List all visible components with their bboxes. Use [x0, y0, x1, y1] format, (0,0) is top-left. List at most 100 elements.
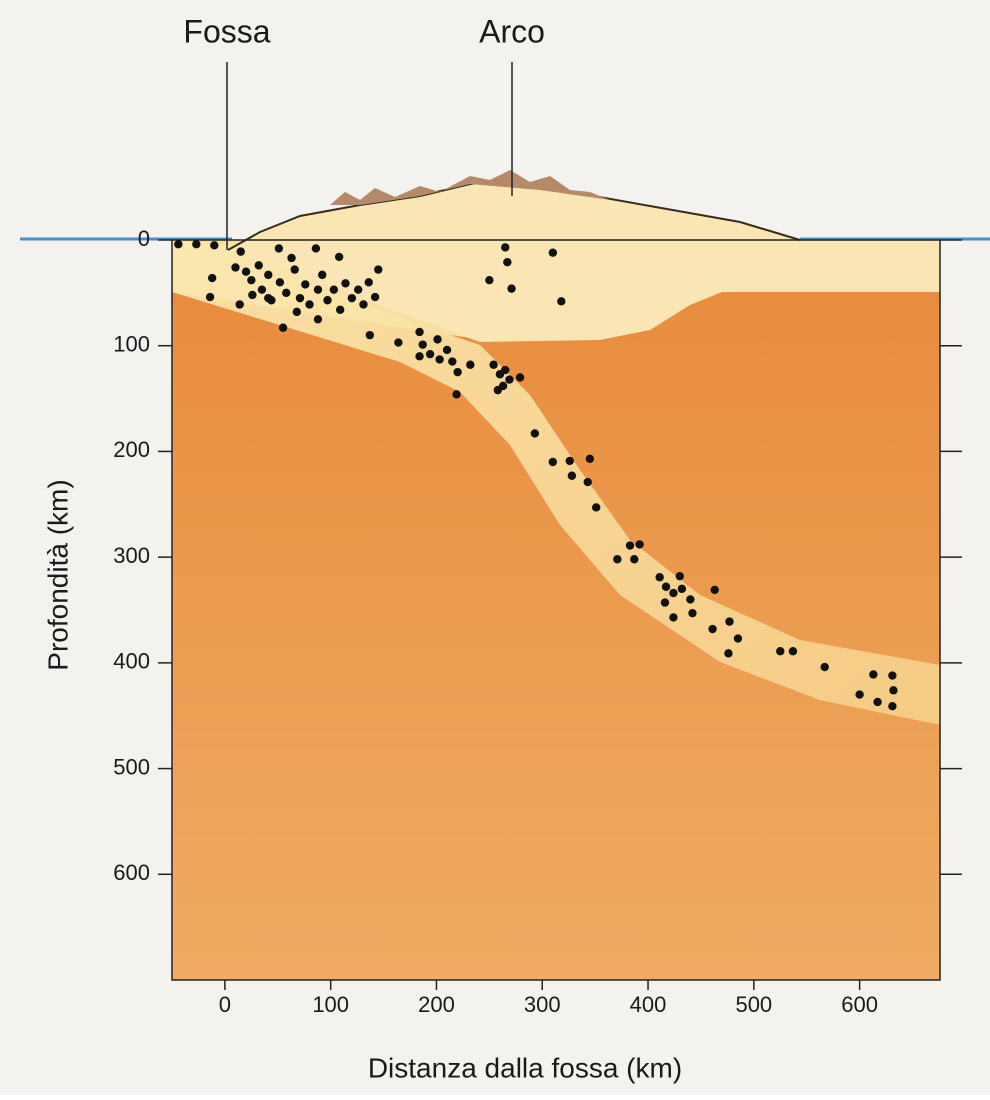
hypocenter [318, 270, 327, 280]
hypocenter [365, 330, 375, 340]
hypocenter [515, 373, 525, 382]
y-tick-label: 200 [113, 437, 150, 462]
x-tick-label: 400 [630, 992, 667, 1017]
hypocenter [264, 293, 273, 303]
hypocenter [565, 456, 574, 466]
hypocenter [231, 263, 240, 272]
hypocenter [301, 280, 310, 289]
hypocenter [776, 647, 785, 656]
mountains [330, 170, 610, 205]
hypocenter [329, 285, 339, 294]
hypocenter [205, 292, 215, 302]
hypocenter [498, 381, 508, 391]
hypocenter [505, 375, 514, 384]
hypocenter [248, 290, 257, 300]
hypocenter [557, 297, 566, 306]
hypocenter [585, 454, 595, 464]
y-tick-label: 300 [113, 543, 150, 568]
hypocenter [311, 244, 321, 253]
hypocenter [889, 686, 898, 695]
x-tick-label: 600 [841, 992, 878, 1017]
hypocenter [489, 360, 498, 369]
hypocenter [418, 340, 427, 349]
hypocenter [334, 252, 344, 262]
hypocenter [435, 355, 444, 364]
hypocenter [677, 584, 687, 594]
hypocenter [688, 608, 697, 618]
hypocenter [275, 278, 285, 287]
hypocenter [247, 275, 256, 285]
hypocenter [347, 293, 357, 303]
hypocenter [192, 240, 201, 249]
hypocenter [394, 338, 403, 347]
hypocenter [733, 634, 743, 643]
hypocenter [655, 573, 664, 582]
hypocenter [888, 671, 897, 680]
hypocenter [274, 244, 284, 253]
hypocenter [359, 300, 368, 309]
hypocenter [210, 241, 219, 250]
hypocenter [507, 284, 516, 293]
y-tick-label: 600 [113, 860, 150, 885]
hypocenter [503, 258, 512, 267]
hypocenter [725, 617, 734, 626]
hypocenter [710, 585, 719, 595]
hypocenter [530, 429, 540, 438]
x-tick-label: 500 [735, 992, 772, 1017]
hypocenter [888, 702, 897, 711]
hypocenter [433, 335, 442, 344]
hypocenter [425, 349, 435, 359]
hypocenter [724, 649, 733, 658]
hypocenter [370, 292, 380, 302]
hypocenter [613, 555, 622, 564]
mantle [172, 240, 940, 980]
hypocenter [635, 540, 644, 549]
hypocenter [341, 279, 350, 288]
subducting-slab [172, 240, 940, 725]
hypocenter [567, 471, 577, 480]
hypocenter [235, 300, 244, 309]
hypocenter [254, 261, 263, 270]
hypocenter [466, 360, 475, 369]
hypocenter [591, 503, 601, 512]
hypocenter [669, 613, 678, 622]
hypocenter [353, 285, 363, 294]
hypocenter [415, 327, 424, 337]
y-tick-label: 0 [138, 226, 150, 251]
hypocenter [278, 323, 288, 332]
hypocenter [207, 273, 217, 283]
hypocenter [364, 278, 373, 287]
y-tick-label: 100 [113, 332, 150, 357]
hypocenter [452, 390, 461, 399]
hypocenter [708, 624, 717, 634]
x-tick-label: 0 [219, 992, 231, 1017]
hypocenter [241, 267, 251, 276]
hypocenter [661, 582, 671, 591]
hypocenter [292, 307, 302, 317]
hypocenter [257, 285, 267, 294]
hypocenter [869, 670, 878, 679]
hypocenter [282, 288, 291, 298]
hypocenter [264, 270, 273, 280]
hypocenter [675, 571, 684, 581]
hypocenter [686, 595, 695, 604]
hypocenter [174, 240, 183, 249]
hypocenter [295, 293, 305, 303]
hypocenter [485, 275, 494, 285]
hypocenter [415, 352, 424, 361]
hypocenter [287, 253, 296, 263]
hypocenter [313, 315, 323, 324]
hypocenter [630, 555, 639, 564]
hypocenter [323, 296, 332, 305]
hypocenter [548, 457, 558, 467]
hypocenter [374, 265, 383, 274]
x-tick-label: 200 [418, 992, 455, 1017]
hypocenter [236, 247, 245, 256]
hypocenter [873, 697, 882, 707]
hypocenter [453, 367, 462, 377]
hypocenter [820, 662, 829, 672]
annotation: Fossa [183, 13, 270, 49]
hypocenter [335, 305, 345, 314]
hypocenter [501, 365, 510, 375]
